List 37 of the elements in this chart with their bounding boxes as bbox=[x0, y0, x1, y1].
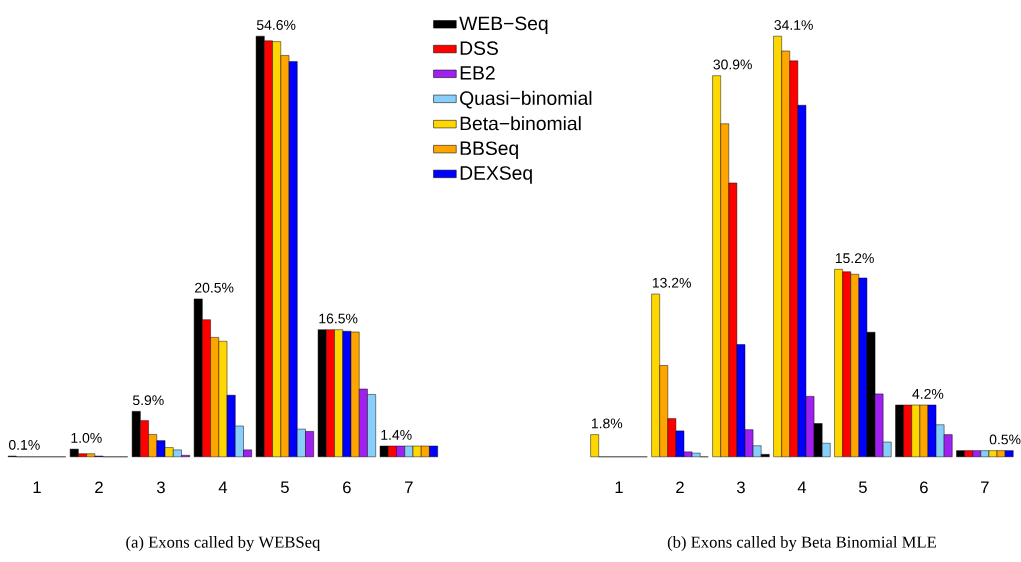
data-label: 1.0% bbox=[71, 433, 102, 444]
x-tick-label: 4 bbox=[218, 481, 228, 494]
x-tick-label: 2 bbox=[95, 481, 103, 494]
data-label: 0.5% bbox=[989, 434, 1021, 445]
text: (b) Exons called by Beta Binomial MLE bbox=[667, 536, 936, 552]
data-label: 13.2% bbox=[652, 278, 691, 288]
data-label: 1.4% bbox=[381, 430, 412, 441]
legend-label: Quasi−binomial bbox=[460, 91, 592, 109]
x-tick-label: 4 bbox=[797, 481, 807, 494]
x-tick-label: 5 bbox=[858, 481, 867, 494]
legend-label: EB2 bbox=[460, 66, 495, 80]
data-label: 54.6% bbox=[256, 20, 296, 31]
x-tick-label: 5 bbox=[280, 481, 289, 494]
data-label: 34.1% bbox=[774, 20, 813, 31]
data-label: 5.9% bbox=[132, 395, 164, 406]
data-label: 0.1% bbox=[8, 440, 40, 451]
x-tick-label: 6 bbox=[920, 481, 928, 494]
x-tick-label: 1 bbox=[33, 481, 41, 494]
legend-label: WEB−Seq bbox=[459, 16, 548, 35]
text: (a) Exons called by WEBSeq bbox=[126, 536, 321, 552]
legend-label: BBSeq bbox=[460, 141, 518, 160]
data-label: 30.9% bbox=[713, 59, 752, 70]
data-label: 1.8% bbox=[591, 418, 623, 429]
x-tick-label: 7 bbox=[981, 481, 989, 494]
x-tick-label: 2 bbox=[676, 481, 684, 494]
data-label: 20.5% bbox=[195, 282, 234, 293]
legend-label: DEXSeq bbox=[460, 166, 532, 184]
x-tick-label: 3 bbox=[156, 481, 165, 494]
legend-label: DSS bbox=[460, 41, 498, 56]
legend-label: Beta−binomial bbox=[460, 116, 581, 131]
x-tick-label: 1 bbox=[615, 481, 623, 494]
x-tick-label: 3 bbox=[736, 481, 745, 494]
x-tick-label: 7 bbox=[405, 481, 413, 494]
data-label: 4.2% bbox=[912, 389, 944, 399]
data-label: 16.5% bbox=[319, 313, 358, 324]
data-label: 15.2% bbox=[835, 253, 874, 264]
x-tick-label: 6 bbox=[343, 481, 351, 494]
